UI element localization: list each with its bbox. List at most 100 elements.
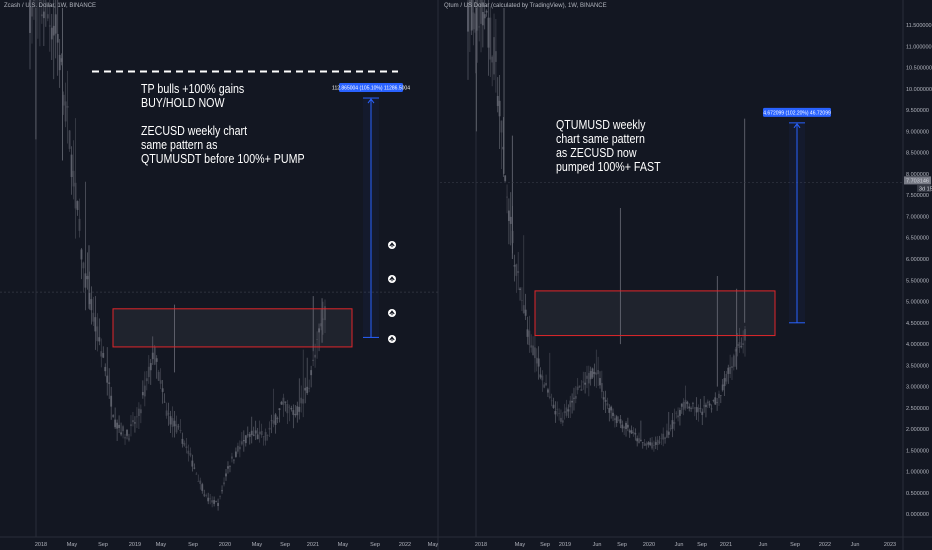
candle-body xyxy=(310,370,313,376)
candle-body xyxy=(626,424,629,428)
candle-body xyxy=(623,426,626,429)
candle-body xyxy=(58,54,61,71)
candle-body xyxy=(60,58,63,62)
candle-body xyxy=(250,430,253,435)
candle-body xyxy=(112,415,115,417)
candle-body xyxy=(675,412,678,414)
x-tick-label: Sep xyxy=(370,542,380,548)
candle-body xyxy=(718,393,720,399)
candle-body xyxy=(161,388,164,392)
candle-body xyxy=(494,51,497,62)
candle-body xyxy=(189,453,192,456)
candle-body xyxy=(521,299,523,301)
candle-body xyxy=(679,410,681,416)
candle-body xyxy=(738,342,741,348)
zecusd-chart-panel[interactable]: 20.00000030.00000040.00000050.00000060.0… xyxy=(0,0,441,550)
candle-body xyxy=(163,401,166,403)
annotation-line: BUY/HOLD NOW xyxy=(141,95,225,110)
candle-body xyxy=(274,414,277,425)
candle-body xyxy=(292,410,295,415)
candle-body xyxy=(558,413,560,415)
annotation-line: QTUMUSD weekly xyxy=(556,117,646,132)
candle-body xyxy=(545,382,547,386)
candle-body xyxy=(272,420,275,424)
y-tick-label: 10.500000 xyxy=(906,66,932,72)
candle-body xyxy=(56,34,59,43)
candle-body xyxy=(213,500,216,504)
support-zone-box xyxy=(534,290,776,337)
candle-body xyxy=(223,482,225,485)
candle-body xyxy=(48,25,51,27)
candle-body xyxy=(719,395,722,397)
candle-body xyxy=(481,11,484,26)
qtumusd-chart-panel[interactable]: 0.000000 0.500000 1.000000 1.500000 2.000000… xyxy=(440,0,932,550)
candle-body xyxy=(563,411,566,413)
candle-body xyxy=(242,440,245,442)
candle-body xyxy=(699,407,702,409)
candle-body xyxy=(526,329,529,337)
candle-body xyxy=(496,95,499,107)
candle-body xyxy=(254,430,257,434)
candle-body xyxy=(219,496,221,498)
candle-body xyxy=(122,426,124,432)
candle-body xyxy=(651,442,653,449)
qtumusd-chart[interactable]: 0.000000 0.500000 1.000000 1.500000 2.000000… xyxy=(440,0,932,550)
candle-body xyxy=(42,11,45,19)
candle-body xyxy=(306,386,309,394)
candle-body xyxy=(654,442,657,445)
zecusd-chart[interactable]: 20.00000030.00000040.00000050.00000060.0… xyxy=(0,0,440,550)
y-tick-label: 4.500000 xyxy=(906,321,929,327)
candle-body xyxy=(569,400,572,408)
measure-label: 4.672099 (102.20%) 46.72099 xyxy=(763,110,831,116)
y-tick-label: 11.500000 xyxy=(906,23,932,29)
y-tick-label: 1.000000 xyxy=(906,470,929,476)
x-tick-label: Sep xyxy=(540,542,550,548)
candle-body xyxy=(86,275,89,280)
candle-body xyxy=(517,271,520,273)
candle-body xyxy=(636,438,639,442)
candle-body xyxy=(248,434,251,437)
candle-body xyxy=(151,352,154,360)
candle-body xyxy=(177,426,180,428)
candle-body xyxy=(324,306,326,321)
candle-body xyxy=(625,422,627,430)
chart-background xyxy=(440,0,932,550)
x-tick-label: May xyxy=(156,542,167,548)
candle-body xyxy=(628,430,631,433)
candle-body xyxy=(157,371,160,381)
candle-body xyxy=(139,409,142,414)
candle-body xyxy=(165,410,168,416)
candle-body xyxy=(114,419,117,428)
annotation-line: ZECUSD weekly chart xyxy=(141,123,248,138)
candle-body xyxy=(108,382,111,384)
x-tick-label: 2022 xyxy=(399,542,411,548)
candle-body xyxy=(493,37,495,75)
x-tick-label: 2019 xyxy=(129,542,141,548)
measure-label-box xyxy=(339,83,403,93)
candle-body xyxy=(602,397,605,400)
x-tick-label: Sep xyxy=(697,542,707,548)
candle-body xyxy=(560,417,562,422)
candle-body xyxy=(284,401,287,403)
candle-body xyxy=(128,438,130,440)
candle-body xyxy=(322,318,324,320)
candle-body xyxy=(532,345,534,356)
candle-body xyxy=(539,374,542,378)
y-tick-label: 10.000000 xyxy=(906,87,932,93)
candle-body xyxy=(547,389,549,393)
candle-body xyxy=(692,403,694,404)
y-tick-label: 4.000000 xyxy=(906,342,929,348)
candle-body xyxy=(215,500,218,502)
candle-body xyxy=(695,406,698,413)
candle-body xyxy=(240,441,243,445)
candle-body xyxy=(33,0,35,2)
x-tick-label: Sep xyxy=(280,542,290,548)
x-tick-label: 2023 xyxy=(884,542,896,548)
candle-body xyxy=(586,375,588,379)
measure-arrowhead xyxy=(367,98,375,104)
candle-body xyxy=(54,14,57,34)
candle-body xyxy=(487,17,490,48)
y-tick-label: 5.500000 xyxy=(906,278,929,284)
candle-body xyxy=(203,494,206,496)
candle-body xyxy=(98,337,101,342)
